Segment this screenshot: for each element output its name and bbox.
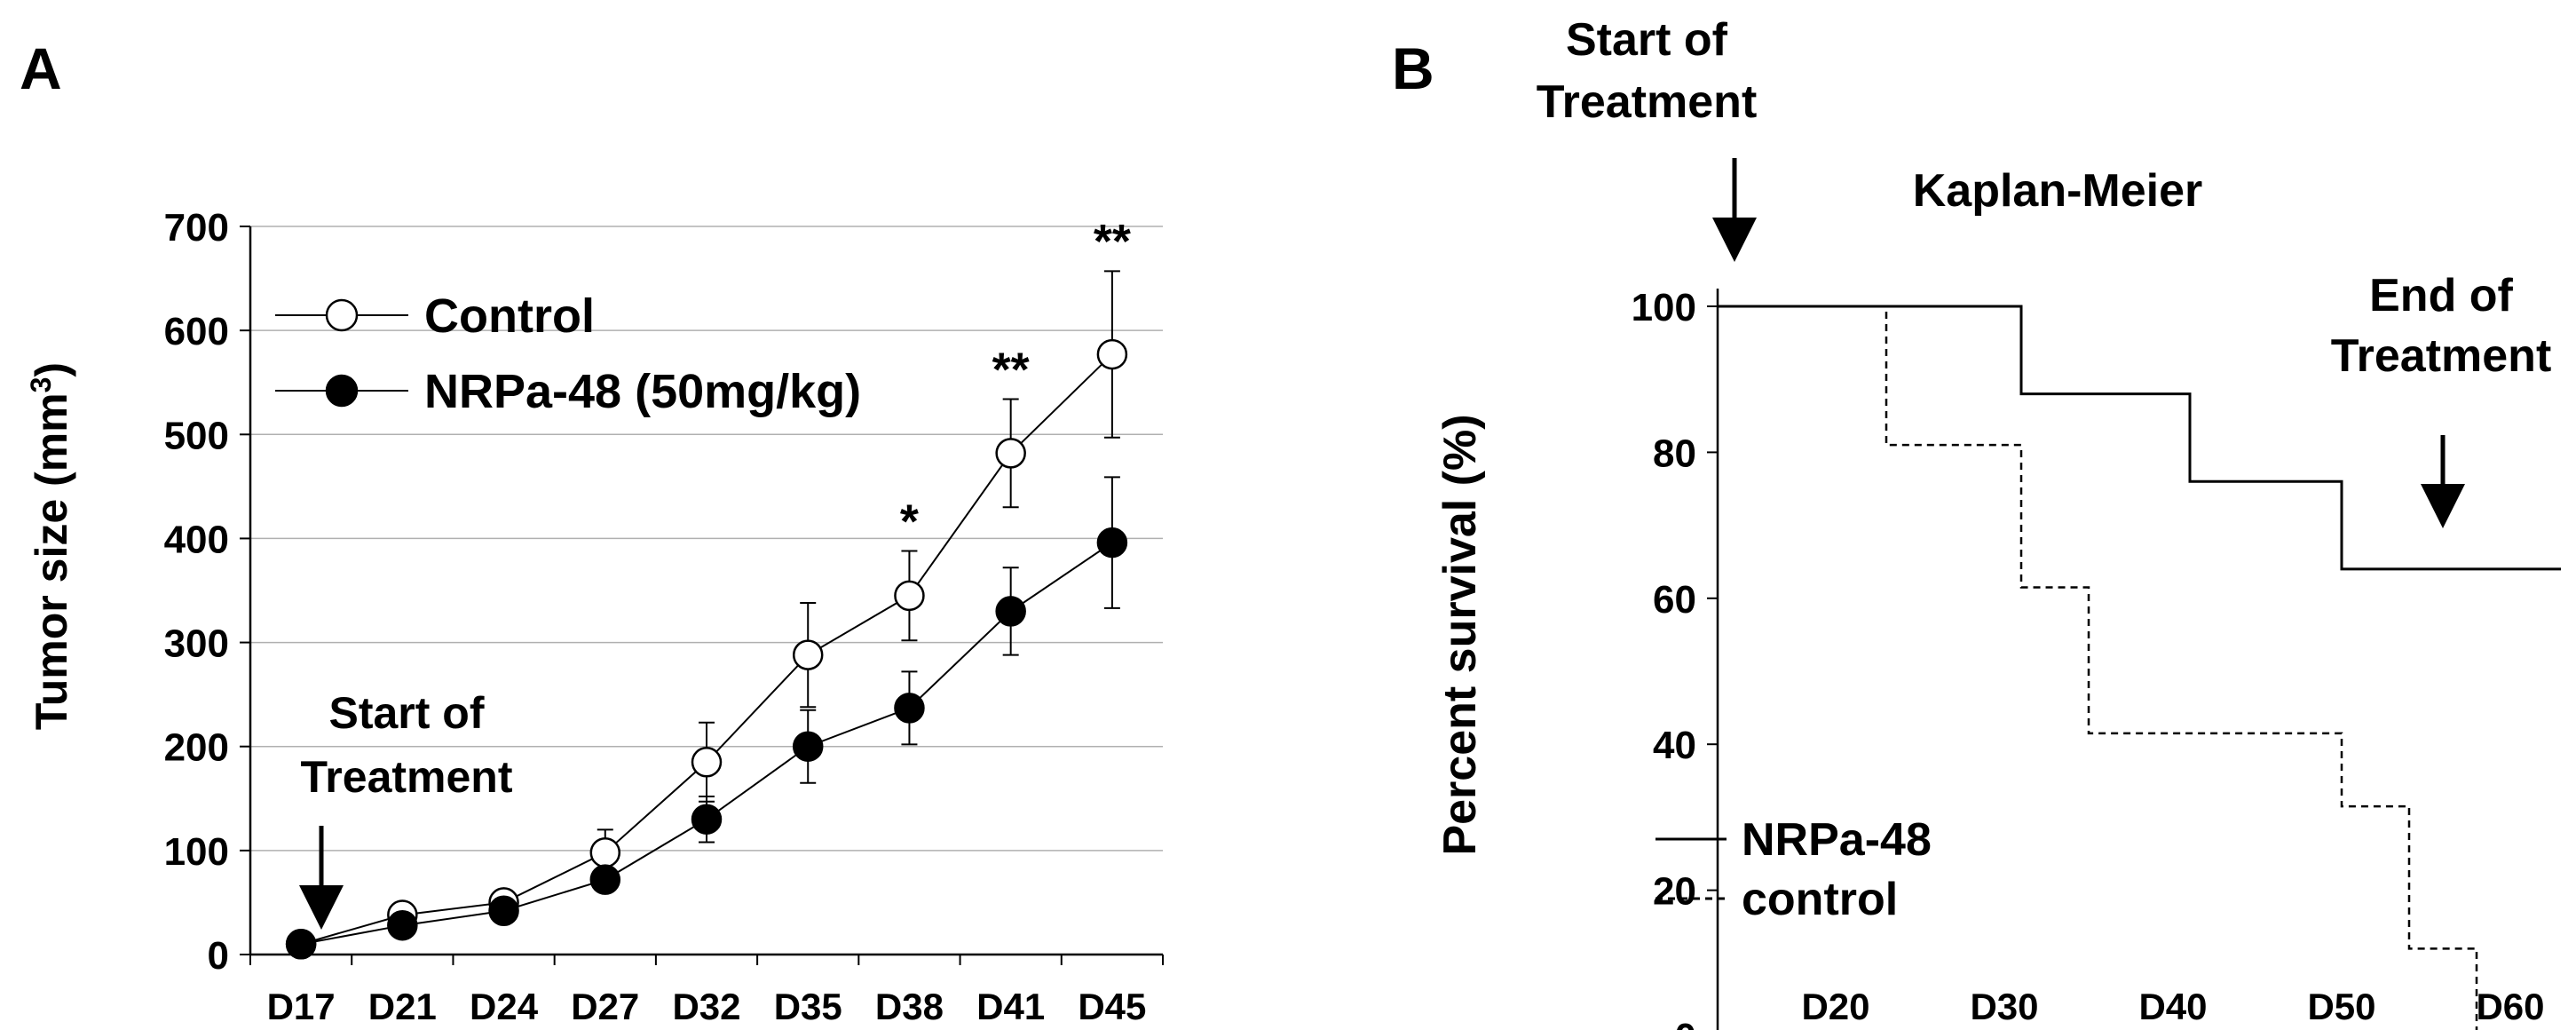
x-tick-label: D60 <box>2476 986 2544 1027</box>
x-tick-label: D40 <box>2138 986 2207 1027</box>
data-point <box>691 747 723 778</box>
b-end-line1: End of <box>2369 270 2513 321</box>
panel-b-axes <box>1707 289 1719 1030</box>
y-tick-label: 60 <box>1653 578 1696 622</box>
x-tick-label: D21 <box>368 986 437 1027</box>
panel-b-title: Kaplan-Meier <box>1913 165 2203 217</box>
legend-nrpa48-label: NRPa-48 <box>1742 814 1932 866</box>
panel-a-x-tick-labels: D17 D21 D24 D27 D32 D35 D38 D41 D45 <box>267 986 1147 1027</box>
significance-mark: ** <box>992 343 1030 396</box>
data-point <box>1096 527 1128 559</box>
x-tick-label: D35 <box>774 986 842 1027</box>
panel-a-y-tick-labels: 0 100 200 300 400 500 600 700 <box>164 206 229 978</box>
panel-b-y-tick-labels: 0 20 40 60 80 100 <box>1632 286 1696 1030</box>
x-tick-label: D20 <box>1801 986 1869 1027</box>
significance-mark: ** <box>1094 215 1131 268</box>
y-tick-label: 700 <box>164 206 229 250</box>
data-point <box>894 580 925 612</box>
panel-a-data-points <box>285 338 1128 960</box>
panel-b-y-axis-label: Percent survival (%) <box>1434 414 1486 855</box>
b-start-line1: Start of <box>1566 14 1728 66</box>
data-point <box>387 909 418 941</box>
y-tick-label: 20 <box>1653 870 1696 914</box>
y-tick-label: 100 <box>1632 286 1696 329</box>
y-tick-label: 500 <box>164 414 229 457</box>
x-tick-label: D38 <box>875 986 944 1027</box>
survival-curve-0 <box>1718 305 2561 571</box>
legend-control-label-b: control <box>1742 874 1898 925</box>
x-tick-label: D27 <box>571 986 639 1027</box>
x-tick-label: D41 <box>976 986 1045 1027</box>
panel-a-y-axis-label: Tumor size (mm3) <box>25 362 76 730</box>
series-line-0 <box>300 353 1113 946</box>
panel-a: A 0 100 200 300 400 500 600 700 D17 D21 D24 D27 D32… <box>20 36 1164 1027</box>
data-point <box>285 929 317 960</box>
panel-b: B Kaplan-Meier 0 20 40 60 80 100 D20 D30 D40 D50… <box>1392 14 2561 1030</box>
data-point <box>792 731 824 762</box>
x-tick-label: D45 <box>1078 986 1146 1027</box>
legend-nrpa-marker <box>325 374 359 408</box>
b-end-line2: Treatment <box>2331 330 2552 382</box>
data-point <box>589 864 621 895</box>
y-tick-label: 200 <box>164 726 229 770</box>
x-tick-label: D30 <box>1970 986 2038 1027</box>
y-tick-label: 400 <box>164 518 229 561</box>
legend-control-label: Control <box>424 289 595 343</box>
y-tick-label: 0 <box>208 934 229 978</box>
y-tick-label: 0 <box>1675 1016 1696 1030</box>
data-point <box>589 836 621 868</box>
data-point <box>995 438 1026 469</box>
panel-b-legend: NRPa-48 control <box>1655 814 1932 925</box>
significance-mark: * <box>900 495 919 548</box>
legend-nrpa-label: NRPa-48 (50mg/kg) <box>424 365 861 418</box>
start-annotation-line2: Treatment <box>301 752 513 802</box>
x-tick-label: D32 <box>672 986 740 1027</box>
data-point <box>792 639 824 670</box>
data-point <box>691 804 723 835</box>
data-point <box>1096 338 1128 370</box>
panel-a-axes <box>249 226 1164 965</box>
data-point <box>488 895 519 927</box>
b-start-line2: Treatment <box>1537 76 1758 128</box>
panel-b-end-annotation: End of Treatment <box>2331 270 2552 528</box>
legend-control-marker <box>325 298 359 332</box>
y-tick-label: 600 <box>164 310 229 353</box>
y-tick-label: 300 <box>164 622 229 666</box>
panel-a-gridlines <box>240 226 1163 955</box>
panel-b-survival-curves <box>1718 305 2561 1030</box>
panel-b-x-tick-labels: D20 D30 D40 D50 D60 <box>1801 986 2544 1027</box>
survival-curve-1 <box>1718 305 2478 1030</box>
start-annotation-line1: Start of <box>329 688 485 738</box>
panel-a-label: A <box>20 36 62 101</box>
data-point <box>894 693 925 724</box>
panel-b-label: B <box>1392 36 1434 101</box>
y-tick-label: 100 <box>164 830 229 874</box>
y-tick-label: 80 <box>1653 432 1696 475</box>
panel-b-start-annotation: Start of Treatment <box>1537 14 1758 262</box>
panel-a-start-annotation: Start of Treatment <box>299 688 513 930</box>
panel-a-legend: Control NRPa-48 (50mg/kg) <box>275 289 861 418</box>
x-tick-label: D24 <box>470 986 539 1027</box>
panel-a-series-lines <box>300 353 1113 946</box>
x-tick-label: D17 <box>267 986 336 1027</box>
data-point <box>995 596 1026 627</box>
y-tick-label: 40 <box>1653 724 1696 767</box>
x-tick-label: D50 <box>2307 986 2375 1027</box>
panel-a-significance-marks: ***** <box>900 215 1131 548</box>
